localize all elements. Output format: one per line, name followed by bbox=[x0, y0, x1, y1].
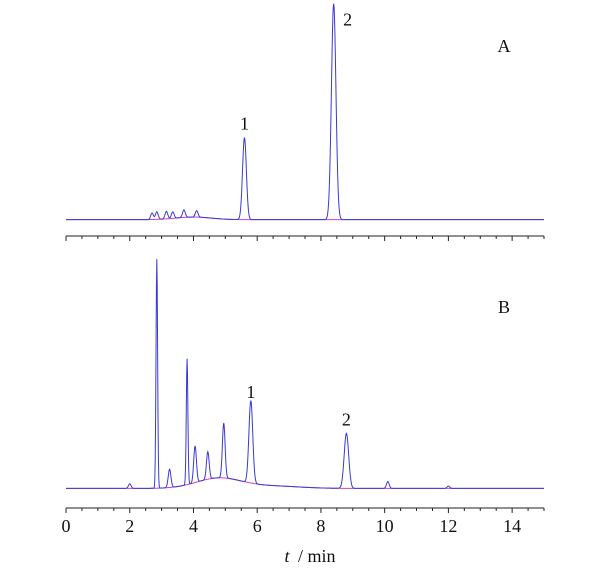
x-tick-label: 4 bbox=[189, 516, 198, 536]
peak-label-1: 1 bbox=[246, 382, 255, 402]
x-axis-unit: / min bbox=[298, 546, 336, 566]
x-tick-label: 6 bbox=[253, 516, 262, 536]
panel-label-a: A bbox=[498, 36, 511, 56]
x-axis: 0 2 4 6 8 10 12 14 bbox=[62, 508, 545, 536]
x-axis-variable: t bbox=[284, 546, 290, 566]
signal-trace bbox=[66, 3, 544, 221]
x-axis-title: t / min bbox=[284, 546, 335, 566]
peak-label-2: 2 bbox=[343, 10, 352, 30]
x-tick-label: 0 bbox=[62, 516, 71, 536]
x-tick-label: 14 bbox=[503, 516, 521, 536]
x-tick-label: 12 bbox=[439, 516, 457, 536]
panel-label-b: B bbox=[498, 297, 510, 317]
x-tick-label: 2 bbox=[125, 516, 134, 536]
panel-a: 1 2 A bbox=[65, 3, 545, 241]
peak-label-2: 2 bbox=[342, 409, 351, 429]
signal-trace bbox=[66, 259, 544, 489]
x-tick-label: 8 bbox=[316, 516, 325, 536]
x-tick-label: 10 bbox=[376, 516, 394, 536]
panel-b: 1 2 B bbox=[66, 259, 544, 509]
peak-label-1: 1 bbox=[240, 114, 249, 134]
